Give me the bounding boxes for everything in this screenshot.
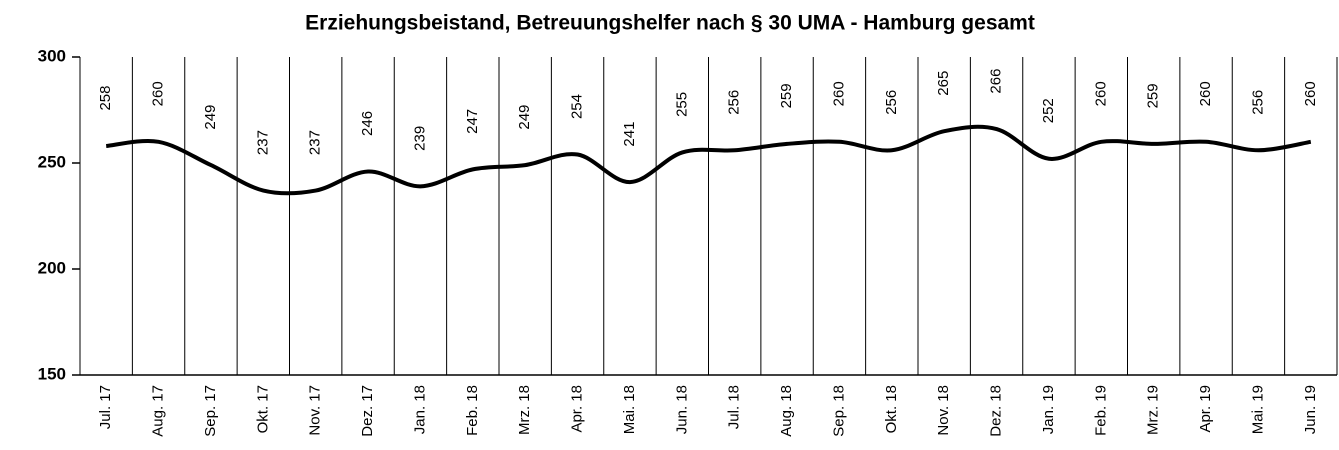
data-line — [105, 124, 1312, 196]
value-label-bg — [199, 97, 222, 138]
value-label-bg — [461, 101, 484, 142]
value-label-bg — [1247, 82, 1270, 123]
x-tick-label: Dez. 17 — [359, 385, 376, 437]
value-label-bg — [671, 84, 694, 125]
y-tick-label: 250 — [38, 152, 66, 171]
value-label: 252 — [1040, 98, 1057, 123]
value-label: 256 — [1249, 90, 1266, 115]
value-label: 260 — [1092, 81, 1109, 106]
value-label-bg — [723, 82, 746, 123]
value-label-bg — [566, 86, 589, 127]
x-tick-label: Jan. 18 — [411, 385, 428, 434]
x-tick-label: Apr. 19 — [1197, 385, 1214, 433]
x-tick-label: Mai. 18 — [621, 385, 638, 434]
value-label: 260 — [1197, 81, 1214, 106]
value-label-bg — [1090, 73, 1113, 114]
value-label-bg — [95, 78, 118, 119]
value-label: 237 — [254, 130, 271, 155]
value-label: 247 — [464, 109, 481, 134]
value-label: 256 — [726, 90, 743, 115]
x-tick-label: Apr. 18 — [569, 385, 586, 433]
value-label-bg — [1299, 73, 1322, 114]
x-tick-label: Jul. 17 — [97, 385, 114, 429]
value-label: 241 — [621, 122, 638, 147]
value-label: 254 — [569, 94, 586, 119]
value-label: 255 — [673, 92, 690, 117]
value-label-bg — [985, 61, 1008, 102]
x-tick-label: Feb. 18 — [464, 385, 481, 436]
x-tick-label: Mrz. 18 — [516, 385, 533, 435]
x-tick-label: Jan. 19 — [1040, 385, 1057, 434]
value-label-bg — [1037, 90, 1060, 131]
x-tick-label: Aug. 18 — [778, 385, 795, 437]
value-label: 259 — [778, 83, 795, 108]
value-label: 260 — [150, 81, 167, 106]
value-label: 249 — [202, 105, 219, 130]
value-label-bg — [1195, 73, 1218, 114]
value-label: 249 — [516, 105, 533, 130]
y-tick-label: 200 — [38, 258, 66, 277]
x-tick-label: Sep. 17 — [202, 385, 219, 437]
value-label-bg — [147, 73, 170, 114]
value-label: 260 — [830, 81, 847, 106]
value-label-bg — [304, 122, 327, 163]
x-tick-label: Mai. 19 — [1249, 385, 1266, 434]
value-label: 260 — [1302, 81, 1319, 106]
value-label-bg — [409, 118, 432, 159]
value-label: 246 — [359, 111, 376, 136]
value-label: 265 — [935, 71, 952, 96]
value-label: 256 — [883, 90, 900, 115]
chart-title: Erziehungsbeistand, Betreuungshelfer nac… — [305, 12, 1035, 35]
x-tick-label: Nov. 17 — [307, 385, 324, 436]
value-label-bg — [776, 75, 799, 116]
x-tick-label: Okt. 17 — [254, 385, 271, 433]
value-label-bg — [1142, 75, 1165, 116]
value-label: 239 — [411, 126, 428, 151]
value-label-bg — [933, 63, 956, 104]
value-label: 237 — [307, 130, 324, 155]
x-tick-label: Mrz. 19 — [1145, 385, 1162, 435]
x-tick-label: Jul. 18 — [726, 385, 743, 429]
value-label: 266 — [988, 69, 1005, 94]
y-tick-label: 300 — [38, 46, 66, 65]
x-tick-label: Okt. 18 — [883, 385, 900, 433]
y-tick-label: 150 — [38, 364, 66, 383]
value-label: 259 — [1145, 83, 1162, 108]
value-label-bg — [828, 73, 851, 114]
x-tick-label: Jun. 18 — [673, 385, 690, 434]
value-label-bg — [252, 122, 275, 163]
x-tick-label: Nov. 18 — [935, 385, 952, 436]
x-tick-label: Aug. 17 — [150, 385, 167, 437]
value-label: 258 — [97, 86, 114, 111]
value-label-bg — [514, 97, 537, 138]
value-label-bg — [618, 114, 641, 155]
value-label-bg — [357, 103, 380, 144]
value-label-bg — [880, 82, 903, 123]
x-tick-label: Feb. 19 — [1092, 385, 1109, 436]
x-tick-label: Jun. 19 — [1302, 385, 1319, 434]
x-tick-label: Sep. 18 — [830, 385, 847, 437]
x-tick-label: Dez. 18 — [988, 385, 1005, 437]
